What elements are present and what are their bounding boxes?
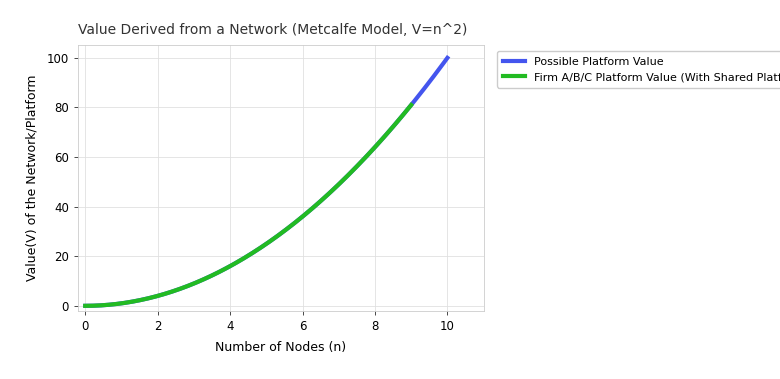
Y-axis label: Value(V) of the Network/Platform: Value(V) of the Network/Platform (26, 75, 38, 281)
Line: Possible Platform Value: Possible Platform Value (85, 58, 448, 306)
X-axis label: Number of Nodes (n): Number of Nodes (n) (215, 341, 346, 354)
Firm A/B/C Platform Value (With Shared Platform) (236, 258, 245, 263)
Possible Platform Value (253, 247, 262, 252)
Possible Platform Value (443, 56, 452, 60)
Firm A/B/C Platform Value (With Shared Platform) (237, 257, 246, 262)
Firm A/B/C Platform Value (With Shared Platform) (275, 232, 284, 237)
Firm A/B/C Platform Value (With Shared Platform) (257, 245, 266, 249)
Possible Platform Value (434, 67, 443, 72)
Possible Platform Value (255, 246, 264, 251)
Possible Platform Value (277, 231, 286, 235)
Possible Platform Value (80, 304, 90, 308)
Line: Firm A/B/C Platform Value (With Shared Platform): Firm A/B/C Platform Value (With Shared P… (85, 105, 411, 306)
Firm A/B/C Platform Value (With Shared Platform) (399, 112, 408, 117)
Firm A/B/C Platform Value (With Shared Platform) (348, 169, 357, 173)
Legend: Possible Platform Value, Firm A/B/C Platform Value (With Shared Platform): Possible Platform Value, Firm A/B/C Plat… (498, 51, 780, 88)
Possible Platform Value (378, 137, 387, 141)
Text: Value Derived from a Network (Metcalfe Model, V=n^2): Value Derived from a Network (Metcalfe M… (78, 23, 467, 38)
Firm A/B/C Platform Value (With Shared Platform) (406, 103, 416, 107)
Possible Platform Value (296, 216, 306, 220)
Firm A/B/C Platform Value (With Shared Platform) (80, 304, 90, 308)
